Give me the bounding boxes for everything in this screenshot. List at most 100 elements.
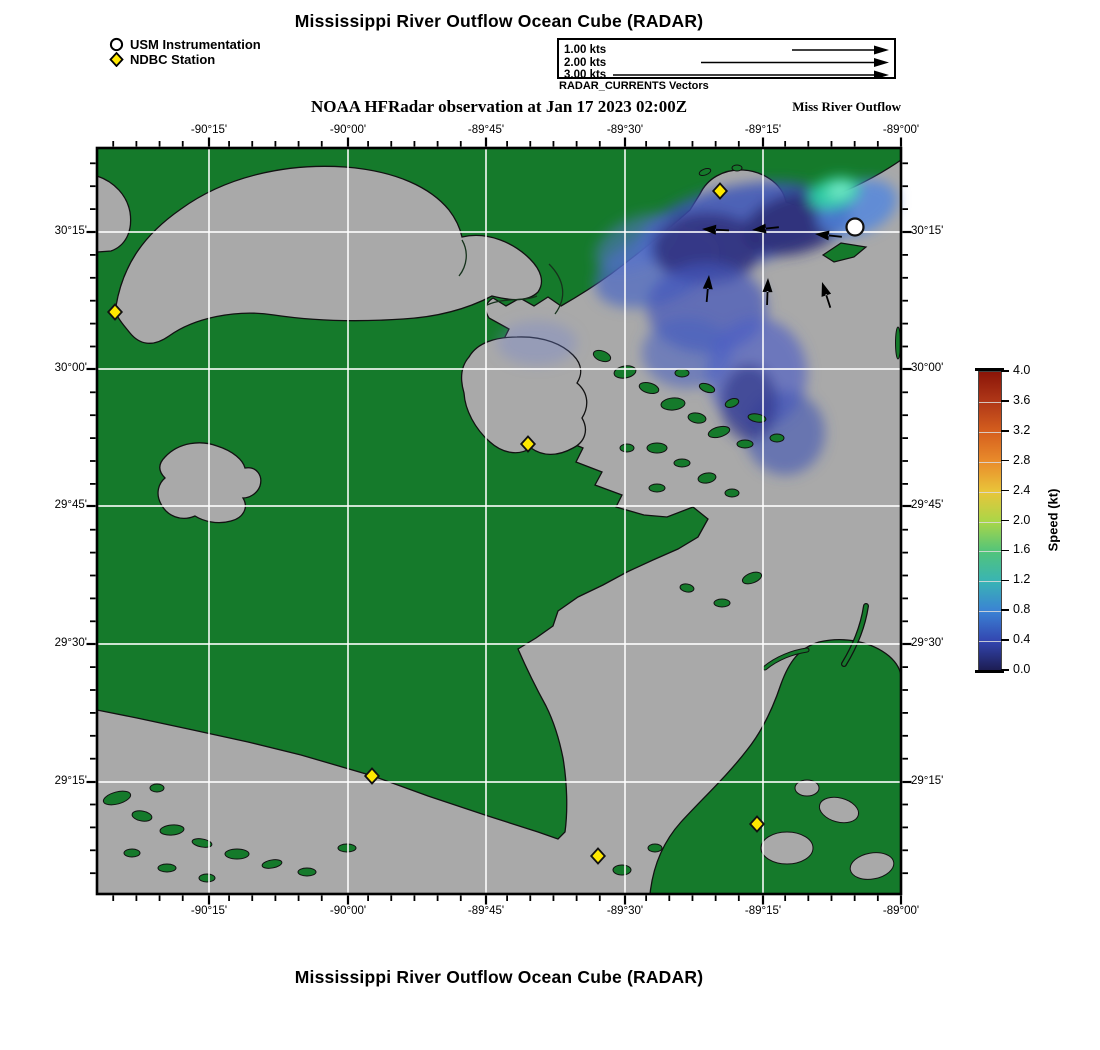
lat-label-right: 29°15' [911, 775, 944, 787]
colorbar-segment-divider [979, 611, 1001, 613]
colorbar-tick-label: 4.0 [1013, 363, 1031, 377]
colorbar-segment-divider [979, 581, 1001, 583]
legend-usm-label: USM Instrumentation [130, 37, 261, 52]
current-vector-arrows [702, 223, 842, 308]
ndbc-station-marker[interactable] [519, 435, 537, 453]
lat-label-left: 30°15' [54, 225, 87, 237]
subtitle: NOAA HFRadar observation at Jan 17 2023 … [310, 97, 688, 116]
lon-label-bottom: -89°15' [744, 905, 782, 917]
current-arrow-icon [702, 275, 713, 302]
lon-label-top: -89°45' [467, 124, 505, 136]
lon-label-bottom: -90°15' [190, 905, 228, 917]
colorbar-tick-mark [1001, 400, 1009, 402]
usm-circle-icon [109, 37, 124, 52]
colorbar-tick-mark [1001, 609, 1009, 611]
colorbar-segment-divider [979, 431, 1001, 433]
colorbar-tick-label: 0.0 [1013, 662, 1031, 676]
lat-label-right: 30°00' [911, 362, 944, 374]
colorbar-tick-label: 0.8 [1013, 602, 1031, 617]
colorbar-tick-mark [1001, 489, 1009, 492]
colorbar-tick-mark [1001, 430, 1009, 432]
colorbar-segment-divider [979, 491, 1001, 493]
chandeleur-islands [762, 603, 869, 671]
land-delta [649, 639, 902, 895]
colorbar-segment-divider [979, 521, 1001, 523]
legend-ndbc-label: NDBC Station [130, 52, 216, 67]
colorbar-segment-divider [979, 641, 1001, 643]
colorbar-tick-mark [1001, 669, 1009, 671]
colorbar-tick-mark [1001, 459, 1009, 462]
graticule-gridlines [97, 148, 902, 894]
river-channels [458, 239, 564, 315]
current-arrow-icon [821, 282, 832, 308]
colorbar-tick-mark [1001, 519, 1009, 522]
colorbar-tick-label: 2.4 [1013, 482, 1031, 497]
lat-label-left: 29°45' [54, 499, 87, 511]
lon-label-top: -89°15' [744, 124, 782, 136]
lon-label-top: -90°15' [190, 124, 228, 136]
map-border [95, 146, 903, 896]
colorbar-tick-label: 1.6 [1013, 542, 1031, 557]
lat-label-left: 29°30' [54, 637, 87, 649]
colorbar-segment-divider [979, 551, 1001, 553]
top-title: Mississippi River Outflow Ocean Cube (RA… [294, 11, 704, 31]
lon-label-bottom: -90°00' [329, 905, 367, 917]
colorbar-tick-mark [1001, 579, 1009, 582]
lat-label-right: 29°45' [911, 499, 944, 511]
ndbc-station-marker[interactable] [106, 303, 124, 321]
lon-label-bottom: -89°45' [467, 905, 505, 917]
vector-scale-caption: RADAR_CURRENTS Vectors [559, 80, 709, 92]
vector-scale-arrows [613, 45, 889, 77]
current-arrow-icon [702, 224, 730, 235]
colorbar-tick-label: 2.0 [1013, 512, 1031, 527]
current-arrow-icon [762, 278, 773, 306]
colorbar-tick-label: 1.2 [1013, 572, 1031, 587]
colorbar-top-cap [975, 368, 1004, 371]
colorbar-bottom-cap [975, 670, 1004, 673]
marsh-islands [102, 164, 785, 883]
colorbar-title: Speed (kt) [1045, 488, 1061, 552]
colorbar-tick-mark [1001, 549, 1009, 552]
map-legend: USM Instrumentation NDBC Station [109, 37, 261, 67]
colorbar-tick-label: 3.2 [1013, 422, 1031, 437]
current-arrow-icon [815, 230, 842, 241]
ndbc-diamond-icon [109, 52, 124, 67]
colorbar-tick-label: 0.4 [1013, 632, 1031, 647]
ndbc-station-marker[interactable] [711, 182, 729, 200]
axis-ticks [86, 137, 912, 905]
lat-label-right: 30°15' [911, 225, 944, 237]
colorbar-tick-label: 2.8 [1013, 452, 1031, 467]
usm-instrumentation-marker[interactable] [845, 217, 865, 237]
water-lake-pontchartrain [115, 165, 543, 344]
colorbar [978, 371, 1002, 672]
lat-label-right: 29°30' [911, 637, 944, 649]
vector-scale-entry: 3.00 kts [564, 69, 607, 81]
vector-scale-box: 1.00 kts 2.00 kts 3.00 kts [557, 38, 896, 81]
water-lake-maurepas [96, 175, 132, 253]
colorbar-tick-label: 3.6 [1013, 392, 1031, 407]
lon-label-top: -89°30' [606, 124, 644, 136]
delta-water-pockets [760, 779, 895, 880]
lon-label-top: -90°00' [329, 124, 367, 136]
lon-label-bottom: -89°00' [882, 905, 920, 917]
lon-label-top: -89°00' [882, 124, 920, 136]
subtitle-right: Miss River Outflow [792, 99, 901, 114]
colorbar-segment-divider [979, 401, 1001, 403]
colorbar-segment-divider [979, 461, 1001, 463]
vector-scale-entry: 2.00 kts [564, 56, 607, 69]
lon-label-bottom: -89°30' [606, 905, 644, 917]
land-cat-island [821, 242, 868, 263]
map[interactable] [86, 137, 912, 905]
ndbc-station-marker[interactable] [748, 815, 766, 833]
station-markers[interactable] [106, 182, 865, 865]
lat-label-left: 30°00' [54, 362, 87, 374]
current-arrow-icon [752, 223, 779, 234]
bottom-title: Mississippi River Outflow Ocean Cube (RA… [294, 967, 704, 987]
ndbc-station-marker[interactable] [589, 847, 607, 865]
lat-label-left: 29°15' [54, 775, 87, 787]
colorbar-tick-mark [1001, 639, 1009, 641]
vector-scale-entry: 1.00 kts [564, 44, 607, 56]
ndbc-station-marker[interactable] [363, 767, 381, 785]
colorbar-tick-mark [1001, 370, 1009, 372]
